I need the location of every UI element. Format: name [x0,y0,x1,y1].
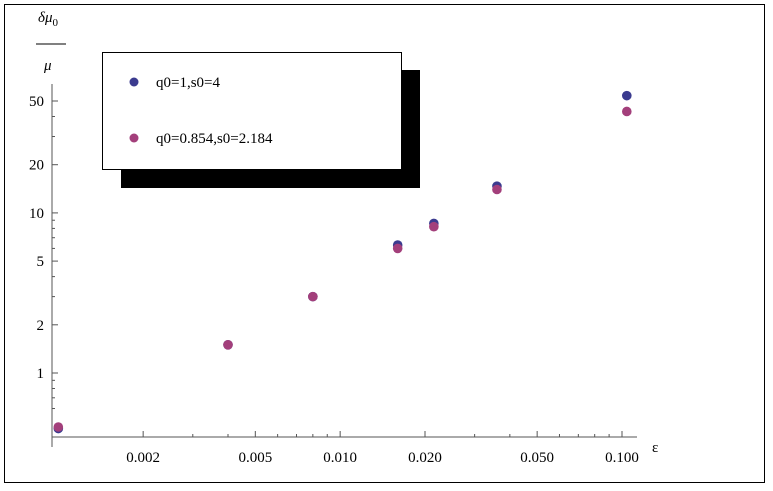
point-series-2-6 [622,106,632,117]
x-tick-label-3: 0.020 [408,450,442,466]
legend-marker-series-2 [129,133,139,143]
legend-entry-series-1: q0=1,s0=4 [156,75,221,91]
point-series-2-5 [492,184,502,195]
ticks: 0.002 0.005 0.010 0.020 0.050 0.100 1 2 5 10 20 50 [29,94,639,466]
y-tick-label-0: 1 [37,366,45,382]
point-series-1-6 [622,90,632,101]
legend-marker-series-1 [129,77,139,87]
x-tick-label-4: 0.050 [520,450,554,466]
point-series-2-2 [308,291,318,302]
y-tick-label-5: 50 [29,94,44,110]
x-tick-label-2: 0.010 [323,450,357,466]
x-tick-label-1: 0.005 [238,450,272,466]
point-series-2-3 [392,243,403,254]
legend: q0=1,s0=4 q0=0.854,s0=2.184 [102,52,420,188]
y-tick-label-1: 2 [37,318,45,334]
y-tick-label-4: 20 [29,158,44,174]
x-axis-label: ε [652,440,658,456]
y-tick-label-2: 5 [37,254,45,270]
x-tick-label-0: 0.002 [126,450,160,466]
legend-entry-series-2: q0=0.854,s0=2.184 [156,131,273,147]
legend-box [102,52,402,170]
point-series-2-1 [223,340,233,350]
y-axis-label-denominator: μ [43,58,52,74]
point-series-2-4 [429,221,439,232]
data-points [53,90,632,434]
y-axis-label: δμ0 μ [36,10,66,74]
x-tick-label-5: 0.100 [605,450,639,466]
point-series-2-0 [53,422,64,432]
y-axis-label-numerator: δμ0 [38,10,59,29]
y-tick-label-3: 10 [29,206,44,222]
